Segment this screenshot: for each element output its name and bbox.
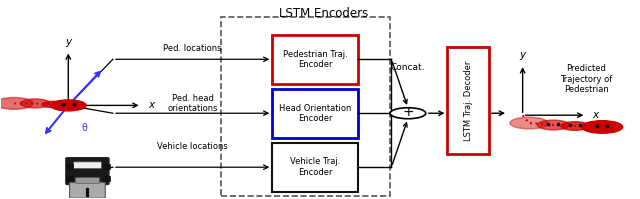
Text: Predicted
Trajectory of
Pedestrian: Predicted Trajectory of Pedestrian [560, 64, 612, 94]
Circle shape [42, 101, 63, 107]
Circle shape [510, 117, 548, 129]
Circle shape [0, 98, 33, 109]
Circle shape [538, 120, 569, 130]
Bar [103, 176, 109, 181]
Bar [103, 164, 109, 169]
Bar [447, 47, 489, 154]
Text: Ped. head
orientations: Ped. head orientations [167, 94, 218, 113]
Text: LSTM Traj. Decoder: LSTM Traj. Decoder [463, 60, 473, 141]
Bar [272, 35, 358, 84]
Text: Head Orientation
Encoder: Head Orientation Encoder [279, 103, 351, 123]
Circle shape [20, 99, 50, 108]
Text: +: + [402, 105, 413, 119]
Text: Ped. locations: Ped. locations [163, 44, 222, 53]
Circle shape [51, 100, 86, 111]
Bar [67, 176, 73, 181]
Text: θ: θ [81, 123, 87, 133]
Circle shape [390, 108, 426, 119]
Bar [272, 89, 358, 138]
Text: Concat.: Concat. [390, 63, 425, 72]
Text: Vehicle Traj.
Encoder: Vehicle Traj. Encoder [290, 157, 340, 177]
Bar [272, 143, 358, 192]
Text: Vehicle locations: Vehicle locations [157, 142, 228, 151]
Text: y: y [520, 50, 525, 60]
Circle shape [561, 122, 589, 130]
FancyBboxPatch shape [76, 178, 100, 183]
Text: Pedestrian Traj.
Encoder: Pedestrian Traj. Encoder [283, 50, 348, 69]
Circle shape [582, 121, 623, 133]
FancyBboxPatch shape [74, 162, 101, 169]
Text: y: y [65, 37, 71, 47]
Bar [221, 17, 390, 196]
Text: LSTM Encoders: LSTM Encoders [278, 7, 368, 20]
Text: x: x [148, 100, 154, 110]
Text: x: x [593, 110, 599, 120]
Bar [67, 164, 73, 169]
FancyBboxPatch shape [70, 182, 105, 198]
FancyBboxPatch shape [66, 158, 109, 185]
